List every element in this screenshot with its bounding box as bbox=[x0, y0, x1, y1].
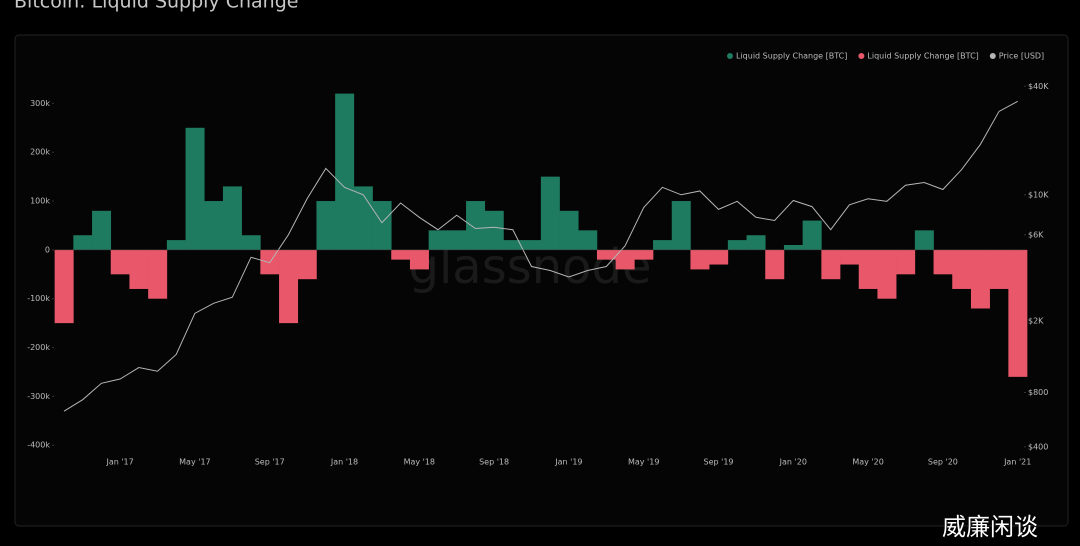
bar bbox=[858, 249, 878, 289]
bar bbox=[316, 201, 336, 250]
bar bbox=[970, 249, 990, 309]
bar bbox=[578, 230, 598, 250]
y-tick-label: 100k bbox=[30, 197, 50, 206]
y2-tick-label: $400 bbox=[1028, 442, 1048, 451]
bar bbox=[503, 240, 523, 250]
x-tick-label: Sep '19 bbox=[704, 458, 734, 467]
bar bbox=[1008, 249, 1028, 377]
bar bbox=[746, 235, 766, 250]
bar bbox=[634, 249, 654, 260]
bar bbox=[540, 176, 560, 250]
bar bbox=[241, 235, 261, 250]
y-tick-label: -200k bbox=[27, 343, 50, 352]
legend-label: Price [USD] bbox=[999, 52, 1044, 61]
bar bbox=[840, 249, 860, 265]
legend-label: Liquid Supply Change [BTC] bbox=[867, 52, 978, 61]
bar bbox=[671, 201, 691, 250]
bar bbox=[484, 210, 504, 250]
x-tick-label: May '19 bbox=[628, 458, 659, 467]
bar bbox=[129, 249, 149, 289]
bar bbox=[615, 249, 635, 270]
bar bbox=[391, 249, 411, 260]
legend-swatch bbox=[989, 53, 996, 59]
bar bbox=[428, 230, 448, 250]
y-tick-label: -400k bbox=[27, 441, 50, 450]
bar bbox=[821, 249, 841, 280]
bar bbox=[297, 249, 317, 280]
y-tick-label: -100k bbox=[27, 294, 50, 303]
legend-swatch bbox=[858, 53, 865, 59]
bar bbox=[653, 240, 673, 250]
bar bbox=[933, 249, 953, 275]
x-tick-label: May '20 bbox=[852, 458, 883, 467]
bar bbox=[690, 249, 710, 270]
credit: 威廉闲谈 bbox=[942, 513, 1038, 541]
x-tick-label: May '17 bbox=[179, 458, 210, 467]
bar bbox=[372, 201, 392, 250]
bar bbox=[877, 249, 897, 299]
x-tick-label: Jan '17 bbox=[105, 458, 133, 467]
x-tick-label: Jan '19 bbox=[554, 458, 582, 467]
bar bbox=[409, 249, 429, 270]
chart-title: Bitcoin: Liquid Supply Change bbox=[14, 0, 298, 13]
bar bbox=[952, 249, 972, 289]
legend-label: Liquid Supply Change [BTC] bbox=[736, 52, 847, 61]
legend-swatch bbox=[727, 53, 733, 59]
x-tick-label: Sep '18 bbox=[479, 458, 509, 467]
bar bbox=[166, 240, 186, 250]
bar bbox=[447, 230, 467, 250]
x-tick-label: Sep '17 bbox=[255, 458, 285, 467]
bar bbox=[559, 210, 579, 250]
x-tick-label: Jan '20 bbox=[779, 458, 807, 467]
bar bbox=[989, 249, 1009, 289]
bar bbox=[353, 186, 373, 250]
bar bbox=[185, 127, 205, 250]
x-tick-label: Sep '20 bbox=[928, 458, 958, 467]
x-tick-label: May '18 bbox=[404, 458, 435, 467]
bar bbox=[73, 235, 93, 250]
bar bbox=[335, 93, 355, 250]
bar bbox=[466, 201, 486, 250]
bar bbox=[596, 249, 616, 260]
bar bbox=[783, 245, 803, 250]
panel bbox=[14, 34, 1069, 527]
bar bbox=[92, 210, 112, 250]
bar bbox=[148, 249, 168, 299]
y2-tick-label: $2K bbox=[1028, 316, 1044, 325]
bar bbox=[522, 240, 542, 250]
y2-tick-label: $800 bbox=[1028, 388, 1048, 397]
bar bbox=[709, 249, 729, 265]
y-tick-label: -300k bbox=[27, 392, 50, 401]
bar bbox=[279, 249, 299, 324]
y-tick-label: 200k bbox=[30, 148, 50, 157]
bar bbox=[914, 230, 934, 250]
y-tick-label: 0 bbox=[45, 245, 50, 254]
bar bbox=[802, 220, 822, 250]
y2-tick-label: $6K bbox=[1028, 230, 1044, 239]
y2-tick-label: $10K bbox=[1028, 190, 1049, 199]
x-tick-label: Jan '21 bbox=[1003, 458, 1031, 467]
y-tick-label: 300k bbox=[30, 99, 50, 108]
bar bbox=[110, 249, 130, 275]
bar bbox=[222, 186, 242, 250]
bar bbox=[765, 249, 785, 280]
bar bbox=[204, 201, 224, 250]
y2-tick-label: $40K bbox=[1028, 82, 1049, 91]
bar bbox=[896, 249, 916, 275]
price-line bbox=[63, 100, 1018, 412]
bar bbox=[54, 249, 74, 324]
x-tick-label: Jan '18 bbox=[330, 458, 358, 467]
bar bbox=[727, 240, 747, 250]
